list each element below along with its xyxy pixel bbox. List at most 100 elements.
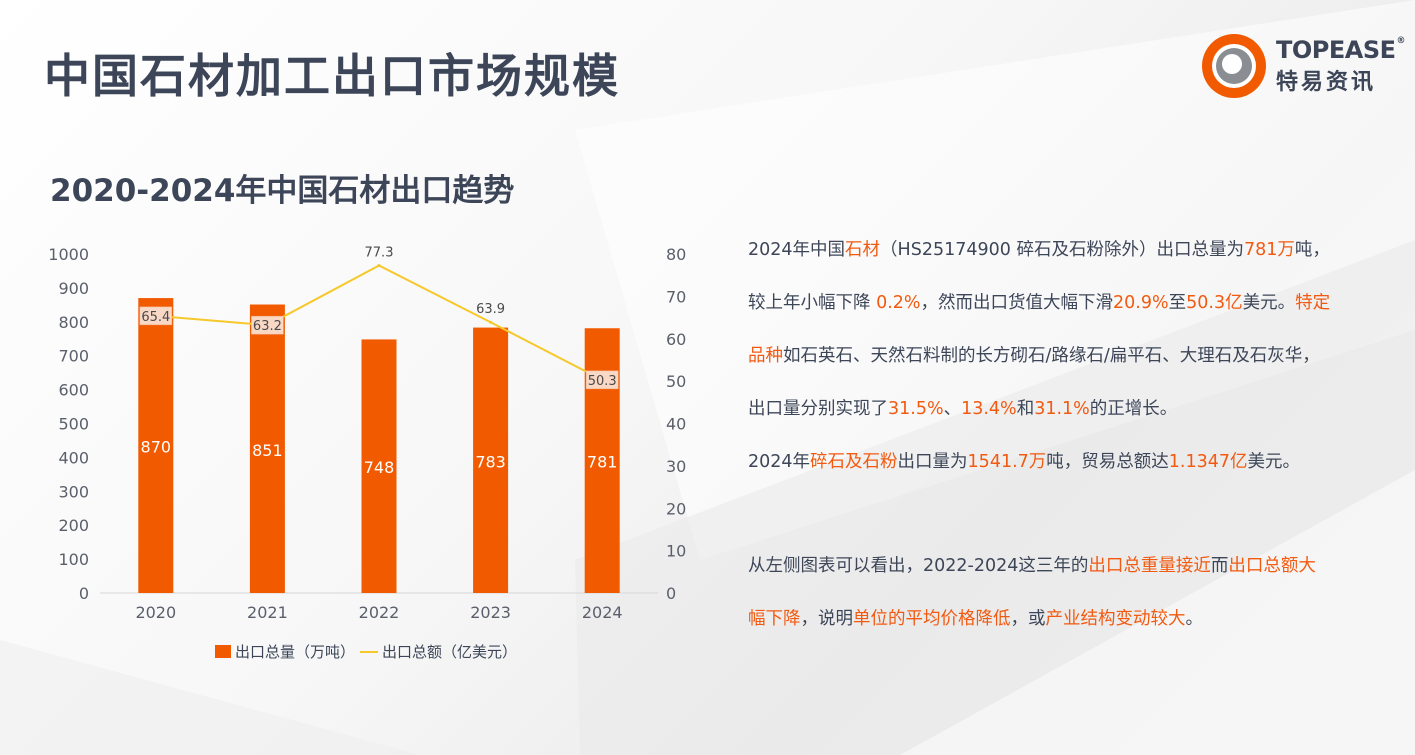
- bar-export-volume: [361, 339, 397, 593]
- y-left-tick-label: 0: [79, 584, 89, 603]
- highlight-text: 31.5%: [888, 399, 944, 419]
- logo-text-en: TOPEASE®: [1276, 36, 1406, 64]
- y-left-tick-label: 700: [58, 347, 89, 366]
- highlight-text: 31.1%: [1034, 399, 1090, 419]
- highlight-text: 出口总重量接近: [1088, 556, 1211, 576]
- body-text: 吨，贸易总额达: [1046, 452, 1169, 472]
- body-text: 2024年: [748, 452, 811, 472]
- body-text: 。: [1185, 609, 1204, 629]
- x-tick-label: 2021: [247, 603, 288, 622]
- highlight-text: 1541.7万: [967, 452, 1047, 472]
- highlight-text: 出口总额大: [1228, 556, 1316, 576]
- body-text: 、: [943, 399, 962, 419]
- body-text: 较上年小幅下降: [748, 293, 877, 313]
- bar-export-volume: [473, 327, 509, 593]
- y-left-tick-label: 400: [58, 448, 89, 467]
- topease-logo-icon: [1202, 34, 1266, 98]
- line-data-label: 63.9: [476, 302, 505, 317]
- body-text: ，说明: [800, 609, 854, 629]
- body-text: 和: [1016, 399, 1035, 419]
- bar-export-volume: [138, 298, 174, 593]
- y-right-tick-label: 30: [666, 457, 686, 476]
- line-point: [489, 320, 493, 324]
- body-text: 而: [1210, 556, 1229, 576]
- highlight-text: 0.2%: [876, 293, 921, 313]
- y-left-tick-label: 500: [58, 415, 89, 434]
- paragraph-4: 出口量分别实现了31.5%、13.4%和31.1%的正增长。: [748, 395, 1177, 420]
- line-data-label: 63.2: [253, 319, 282, 334]
- highlight-text: 石材: [845, 240, 881, 260]
- y-right-tick-label: 20: [666, 499, 686, 518]
- x-tick-label: 2024: [582, 603, 623, 622]
- paragraph-5: 2024年碎石及石粉出口量为1541.7万吨，贸易总额达1.1347亿美元。: [748, 448, 1300, 473]
- x-tick-label: 2020: [135, 603, 176, 622]
- logo-text-cn: 特易资讯: [1276, 70, 1377, 95]
- body-text: 的正增长。: [1089, 399, 1178, 419]
- bar-data-label: 870: [141, 438, 172, 457]
- y-left-tick-label: 900: [58, 279, 89, 298]
- highlight-text: 781万: [1243, 240, 1295, 260]
- y-left-tick-label: 800: [58, 313, 89, 332]
- body-text: ，然而出口货值大幅下滑: [920, 293, 1114, 313]
- bar-data-label: 748: [364, 458, 395, 477]
- bar-export-volume: [249, 304, 285, 593]
- highlight-text: 13.4%: [961, 399, 1017, 419]
- body-text: 美元。: [1247, 452, 1301, 472]
- highlight-text: 单位的平均价格降低: [853, 609, 1011, 629]
- bar-data-label: 783: [475, 452, 506, 471]
- body-text: 出口量分别实现了: [748, 399, 888, 419]
- highlight-text: 1.1347亿: [1168, 452, 1248, 472]
- body-text: ，或: [1010, 609, 1046, 629]
- bar-data-label: 851: [252, 441, 283, 460]
- line-data-label: 50.3: [588, 374, 617, 389]
- highlight-text: 50.3亿: [1186, 293, 1243, 313]
- page-title: 中国石材加工出口市场规模: [44, 49, 620, 103]
- body-text: 如石英石、天然石料制的长方砌石/路缘石/扁平石、大理石及石灰华，: [783, 346, 1320, 366]
- chart-title: 2020-2024年中国石材出口趋势: [50, 173, 515, 209]
- export-trend-chart: 0 100 200 300 400 500 600 700 800 900 1000 0 10 20 30 4…: [48, 245, 686, 661]
- paragraph-2: 较上年小幅下降 0.2%，然而出口货值大幅下滑20.9%至50.3亿美元。特定: [748, 289, 1330, 314]
- y-right-tick-label: 80: [666, 245, 686, 264]
- body-text: 至: [1168, 293, 1187, 313]
- y-left-tick-label: 600: [58, 381, 89, 400]
- line-data-label: 77.3: [365, 245, 394, 260]
- highlight-text: 幅下降: [748, 609, 801, 629]
- highlight-text: 产业结构变动较大: [1045, 609, 1186, 629]
- body-text: 美元。: [1242, 293, 1296, 313]
- legend-label-value: 出口总额（亿美元）: [382, 643, 517, 661]
- y-right-tick-label: 40: [666, 415, 686, 434]
- y-right-tick-label: 60: [666, 330, 686, 349]
- highlight-text: 品种: [748, 346, 783, 366]
- x-tick-label: 2022: [359, 603, 400, 622]
- highlight-text: 碎石及石粉: [810, 452, 898, 472]
- line-data-label-bg: [251, 315, 284, 335]
- paragraph-6: 从左侧图表可以看出，2022-2024这三年的出口总重量接近而出口总额大: [748, 552, 1316, 577]
- topease-logo: TOPEASE® 特易资讯: [1200, 30, 1405, 100]
- highlight-text: 特定: [1295, 293, 1331, 313]
- y-right-tick-label: 10: [666, 542, 686, 561]
- bar-data-label: 781: [587, 453, 618, 472]
- y-right-tick-label: 50: [666, 372, 686, 391]
- body-text: （HS25174900 碎石及石粉除外）出口总量为: [880, 240, 1244, 260]
- legend-label-volume: 出口总量（万吨）: [235, 643, 355, 661]
- paragraph-1: 2024年中国石材（HS25174900 碎石及石粉除外）出口总量为781万吨，: [748, 236, 1330, 261]
- y-left-tick-label: 100: [58, 550, 89, 569]
- legend-swatch-volume: [215, 645, 231, 658]
- y-left-tick-label: 200: [58, 516, 89, 535]
- y-right-tick-label: 0: [666, 584, 676, 603]
- body-text: 从左侧图表可以看出，2022-2024这三年的: [748, 556, 1089, 576]
- body-text: 2024年中国: [748, 240, 846, 260]
- line-data-label-bg: [585, 370, 619, 390]
- body-text: 吨，: [1294, 240, 1330, 260]
- y-left-tick-label: 300: [58, 482, 89, 501]
- highlight-text: 20.9%: [1113, 293, 1169, 313]
- line-data-label-bg: [139, 306, 173, 326]
- x-tick-label: 2023: [470, 603, 511, 622]
- line-data-label: 65.4: [141, 310, 170, 325]
- body-text: 出口量为: [897, 452, 968, 472]
- y-right-tick-label: 70: [666, 287, 686, 306]
- line-point: [377, 263, 381, 267]
- paragraph-3: 品种如石英石、天然石料制的长方砌石/路缘石/扁平石、大理石及石灰华，: [748, 342, 1320, 367]
- y-left-tick-label: 1000: [48, 245, 89, 264]
- paragraph-7: 幅下降，说明单位的平均价格降低，或产业结构变动较大。: [748, 605, 1203, 630]
